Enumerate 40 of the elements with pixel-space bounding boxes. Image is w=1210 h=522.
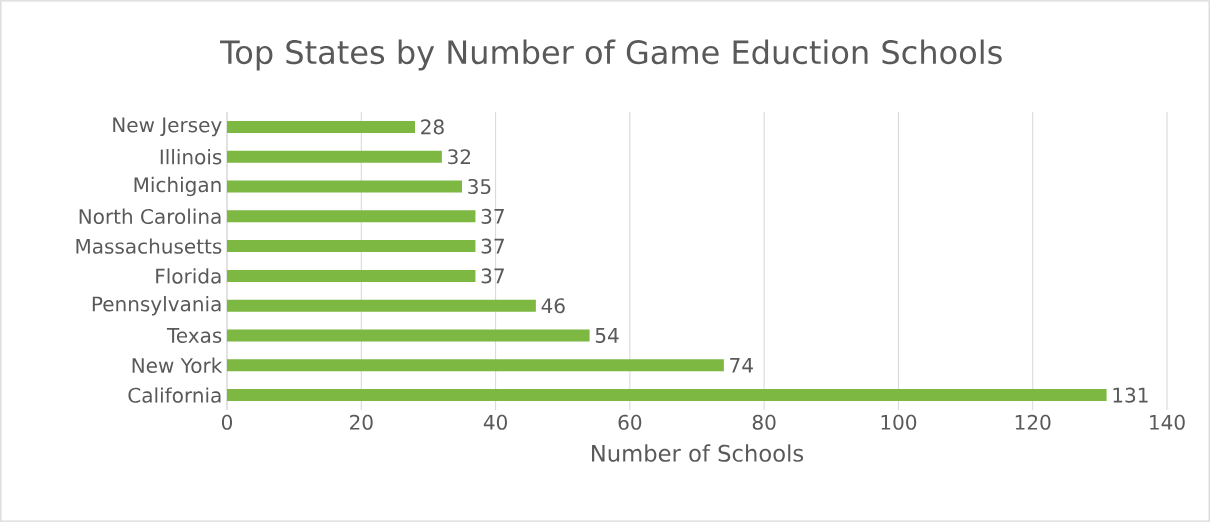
y-tick-label: North Carolina (79, 208, 221, 225)
bar (227, 210, 476, 223)
bar (227, 240, 476, 253)
bar (227, 389, 1107, 402)
data-label: 32 (448, 149, 471, 165)
bar (227, 120, 415, 133)
data-label: 37 (481, 208, 504, 224)
x-tick-label: 40 (483, 414, 507, 430)
data-label: 46 (541, 298, 565, 314)
y-tick-label: Texas (166, 328, 222, 343)
bar (227, 150, 442, 163)
x-tick-label: 120 (1015, 414, 1051, 430)
bar (227, 180, 462, 193)
y-tick-label: New York (132, 357, 223, 374)
x-axis-title: Number of Schools (592, 444, 804, 462)
y-tick-label: Florida (156, 268, 221, 284)
data-label: 74 (730, 358, 753, 373)
data-label: 37 (481, 268, 504, 284)
chart-title: Top States by Number of Game Eduction Schools (220, 39, 1002, 71)
data-label: 131 (1113, 387, 1148, 403)
data-label: 35 (468, 178, 491, 195)
data-label: 54 (595, 328, 619, 343)
y-tick-label: California (128, 387, 221, 403)
x-tick-label: 20 (350, 414, 373, 430)
y-tick-label: New Jersey (113, 117, 222, 137)
bar (227, 359, 724, 372)
bar (227, 299, 536, 312)
x-tick-label: 0 (221, 414, 233, 430)
bar (227, 269, 476, 282)
x-tick-label: 60 (618, 414, 642, 430)
bar (227, 329, 590, 342)
x-tick-label: 100 (881, 414, 917, 430)
data-label: 37 (481, 238, 504, 254)
x-tick-label: 140 (1150, 414, 1185, 430)
x-tick-label: 80 (752, 414, 776, 430)
y-tick-label: Pennsylvania (92, 296, 221, 316)
y-tick-label: Michigan (134, 176, 221, 197)
y-tick-label: Massachusetts (76, 238, 222, 254)
data-label: 28 (421, 119, 444, 135)
y-tick-label: Illinois (160, 148, 222, 165)
